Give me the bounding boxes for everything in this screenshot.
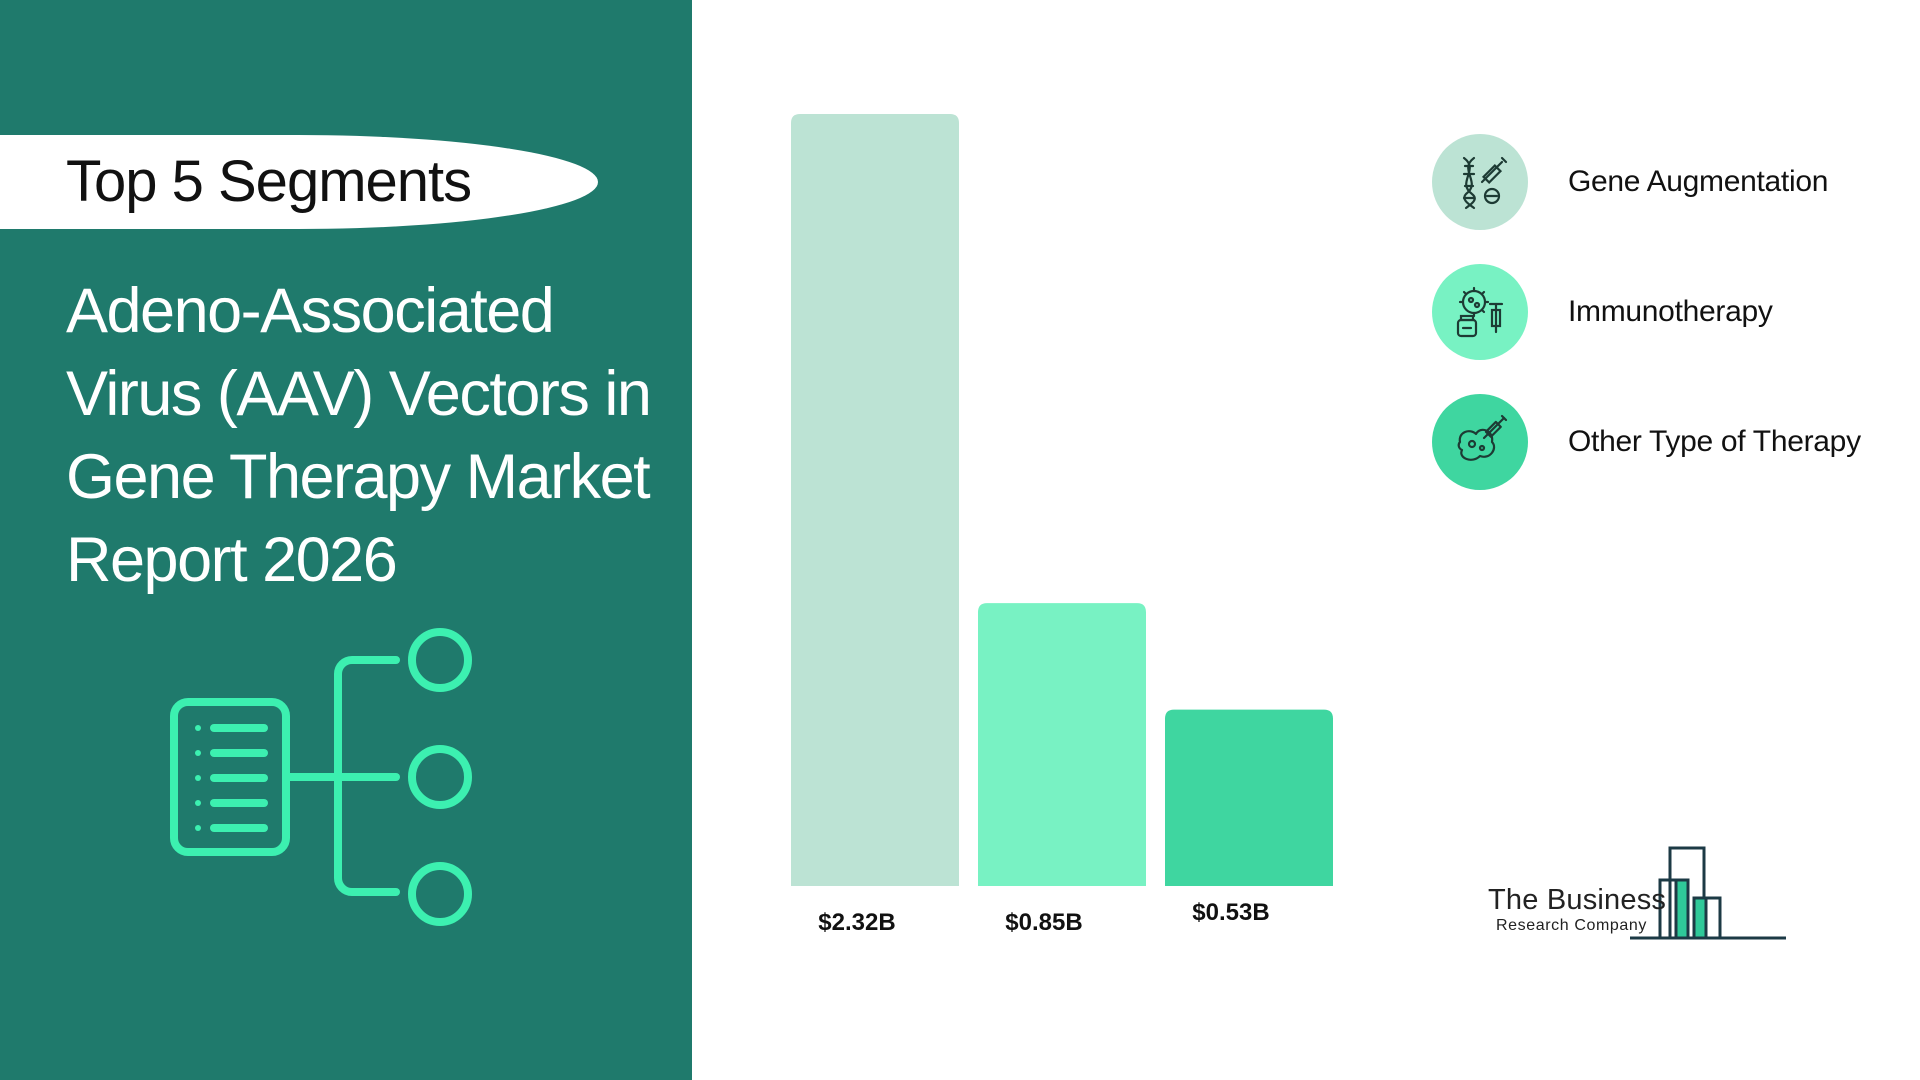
segments-badge-label: Top 5 Segments xyxy=(66,149,472,214)
bar-value-label: $0.53B xyxy=(1192,899,1269,926)
bar-value-label: $0.85B xyxy=(1005,909,1082,936)
legend-swatch xyxy=(1432,134,1528,230)
company-logo: The Business Research Company xyxy=(1480,840,1800,950)
legend-swatch xyxy=(1432,264,1528,360)
virus-medicine-icon xyxy=(1456,286,1504,338)
legend-label: Other Type of Therapy xyxy=(1568,425,1861,458)
bar-value-label: $2.32B xyxy=(818,909,895,936)
organ-injection-icon xyxy=(1457,414,1508,461)
left-panel: Top 5 Segments Adeno-Associated Virus (A… xyxy=(0,0,692,1080)
dna-syringe-icon xyxy=(1462,156,1508,210)
bar-immunotherapy xyxy=(978,603,1146,886)
building-bars-icon xyxy=(1630,846,1786,940)
legend-label: Gene Augmentation xyxy=(1568,165,1829,198)
legend-label: Immunotherapy xyxy=(1568,295,1773,328)
logo-name: The Business xyxy=(1488,884,1667,916)
logo-subtitle: Research Company xyxy=(1496,917,1647,934)
segments-tree-icon xyxy=(170,628,472,926)
bar-gene-augmentation xyxy=(791,114,959,886)
bar-chart: $2.32B $0.85B $0.53B xyxy=(791,114,1333,936)
bar-other-type-of-therapy xyxy=(1165,709,1333,886)
legend-swatch xyxy=(1432,394,1528,490)
report-title: Adeno-Associated Virus (AAV) Vectors in … xyxy=(66,276,652,595)
segments-badge: Top 5 Segments xyxy=(0,135,598,229)
